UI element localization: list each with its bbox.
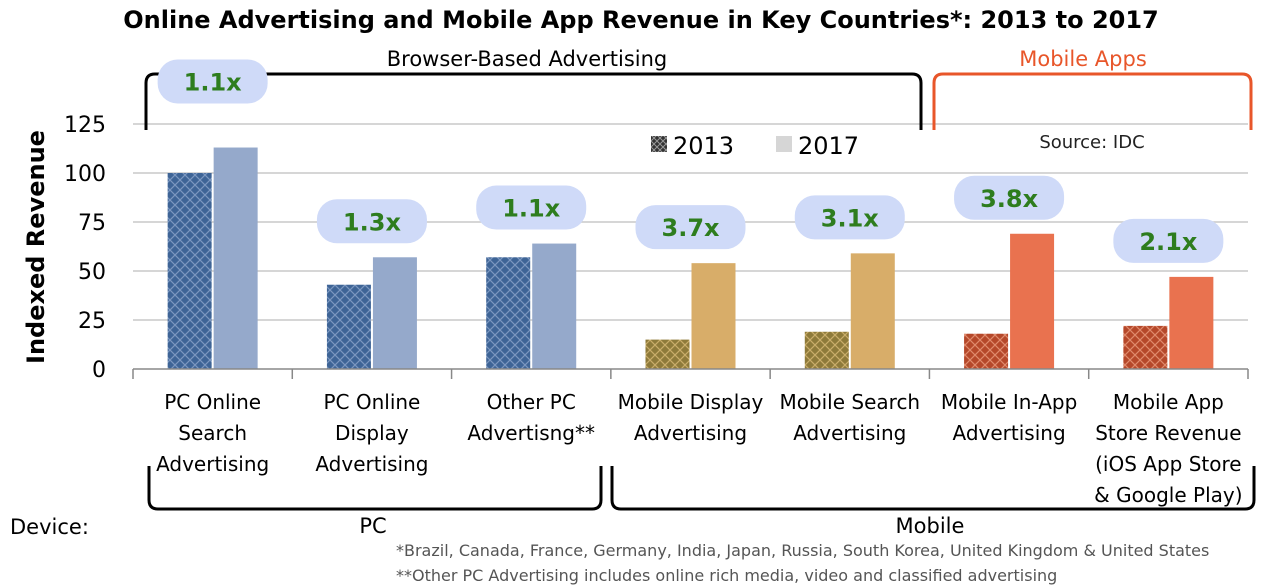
y-tick-label: 100 [64, 162, 106, 187]
browser-based-label: Browser-Based Advertising [387, 47, 668, 71]
bar-2013-3 [645, 339, 690, 369]
category-label-line: & Google Play) [1094, 483, 1242, 507]
legend: 2013 2017 [651, 132, 859, 160]
category-label-line: Display [335, 421, 409, 445]
footnote-other-pc: **Other PC Advertising includes online r… [396, 566, 1057, 585]
y-tick-label: 50 [78, 260, 106, 285]
bar-2017-0 [213, 147, 258, 369]
bar-2013-2 [486, 257, 531, 369]
pc-bracket [147, 466, 603, 511]
category-label: Mobile Search Advertising [779, 390, 920, 445]
category-label-line: Advertising [953, 421, 1066, 445]
mobile-bracket [610, 466, 1256, 511]
category-label-line: Mobile Display [618, 390, 764, 414]
multiplier-bubble [476, 185, 587, 230]
category-label-line: Advertising [315, 452, 428, 476]
category-labels: PC Online Search Advertising PC Online Displ… [156, 390, 1242, 507]
y-tick-label: 0 [92, 358, 106, 383]
bar-2017-6 [1169, 276, 1214, 369]
category-label-line: Mobile Search [779, 390, 920, 414]
category-label-line: PC Online [164, 390, 261, 414]
x-axis-ticks [132, 369, 1249, 379]
source-note: Source: IDC [1039, 132, 1144, 153]
multiplier-label: 3.7x [662, 214, 721, 242]
device-pc-label: PC [359, 514, 386, 538]
browser-based-bracket [144, 72, 923, 130]
device-mobile-label: Mobile [896, 514, 965, 538]
y-tick-label: 125 [64, 113, 106, 138]
bar-2017-1 [372, 257, 417, 369]
category-label: Other PC Advertisng** [467, 390, 595, 445]
bar-2013-1 [326, 284, 371, 369]
category-label-line: Advertising [634, 421, 747, 445]
legend-swatch-2013 [651, 136, 667, 152]
category-label-line: Mobile App [1113, 390, 1224, 414]
multiplier-bubble [316, 199, 427, 244]
bar-2013-4 [804, 331, 849, 369]
multiplier-bubble [1113, 218, 1224, 263]
category-label-line: Other PC [487, 390, 576, 414]
category-label-line: Advertisng** [467, 421, 595, 445]
category-label: Mobile In-App Advertising [941, 390, 1077, 445]
category-label-line: (iOS App Store [1095, 452, 1241, 476]
multiplier-label: 1.1x [184, 69, 243, 97]
multiplier-bubble [794, 195, 905, 240]
legend-label-2013: 2013 [673, 132, 734, 160]
bars [167, 147, 1214, 369]
legend-label-2017: 2017 [798, 132, 859, 160]
multiplier-label: 1.1x [502, 195, 561, 223]
bar-2017-2 [532, 243, 577, 369]
mobile-apps-label: Mobile Apps [1019, 47, 1147, 71]
y-axis-label: Indexed Revenue [22, 130, 50, 364]
y-tick-label: 25 [78, 309, 106, 334]
footnote-countries: *Brazil, Canada, France, Germany, India,… [396, 541, 1209, 560]
category-label-line: Mobile In-App [941, 390, 1077, 414]
category-label: Mobile Display Advertising [618, 390, 764, 445]
multiplier-label: 2.1x [1139, 228, 1198, 256]
category-label: PC Online Search Advertising [156, 390, 269, 476]
bar-2013-5 [964, 333, 1009, 369]
multiplier-bubble [157, 59, 268, 104]
bar-2013-6 [1123, 325, 1168, 369]
multiplier-label: 3.8x [980, 185, 1039, 213]
bar-2017-5 [1010, 233, 1055, 369]
category-label-line: Search [178, 421, 247, 445]
category-label: Mobile App Store Revenue (iOS App Store & G… [1094, 390, 1242, 507]
y-tick-label: 75 [78, 211, 106, 236]
legend-swatch-2017 [776, 136, 792, 152]
multiplier-bubble [954, 175, 1065, 220]
bar-2017-3 [691, 263, 736, 369]
bar-2017-4 [850, 253, 895, 369]
mobile-apps-bracket [932, 72, 1253, 130]
growth-multipliers: 1.1x 1.3x 1.1x 3.7x 3.1x 3.8x 2.1x [157, 59, 1224, 263]
category-label-line: PC Online [323, 390, 420, 414]
category-label: PC Online Display Advertising [315, 390, 428, 476]
bar-2013-0 [167, 173, 212, 369]
category-label-line: Store Revenue [1095, 421, 1241, 445]
device-label: Device: [10, 515, 89, 539]
category-label-line: Advertising [793, 421, 906, 445]
multiplier-bubble [635, 205, 746, 250]
multiplier-label: 1.3x [343, 208, 402, 236]
y-axis-ticks: 0 25 50 75 100 125 [64, 113, 106, 383]
chart-title: Online Advertising and Mobile App Revenu… [123, 6, 1159, 34]
category-label-line: Advertising [156, 452, 269, 476]
multiplier-label: 3.1x [821, 204, 880, 232]
